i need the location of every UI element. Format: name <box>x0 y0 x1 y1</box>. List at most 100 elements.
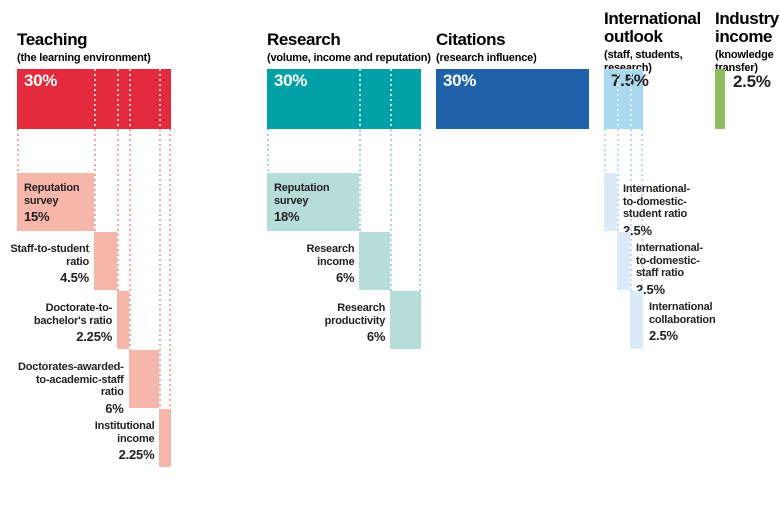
guide-line <box>604 129 606 173</box>
guide-line <box>94 129 96 232</box>
column-header: International outlook (staff, students, res… <box>604 10 710 74</box>
column-title-line: Citations <box>436 30 506 49</box>
column-subtitle-line: (knowledge <box>715 49 774 61</box>
column-title: Citations <box>436 31 636 49</box>
sub-block-label-line: Doctorate-to- <box>45 302 113 314</box>
sub-block-label-line: Institutional <box>94 420 155 432</box>
sub-block-label: Research income 6% <box>236 243 354 285</box>
sub-block <box>359 232 391 290</box>
sub-block-label-line: to-academic-staff <box>35 373 124 386</box>
column-subtitle-line: (research influence) <box>436 52 537 64</box>
weight-bar-label: 30% <box>24 71 58 90</box>
sub-block-label: International collaboration 2.5% <box>649 301 769 343</box>
sub-block-label: Institutional income 2.25% <box>36 420 155 462</box>
guide-line <box>617 129 619 232</box>
weight-bar <box>715 69 725 129</box>
weight-bar-label: 30% <box>274 71 308 90</box>
sub-block-value: 4.5% <box>60 270 89 285</box>
column-subtitle-line: transfer) <box>715 61 758 74</box>
column-title-line: outlook <box>604 27 663 46</box>
sub-block-label-line: income <box>317 255 355 268</box>
guide-line <box>17 129 19 173</box>
guide-line <box>267 129 269 173</box>
weight-bar <box>267 69 421 129</box>
column-header: Citations (research influence) <box>436 31 636 65</box>
sub-block-label-line: collaboration <box>649 313 716 326</box>
bar-divider <box>159 69 162 129</box>
sub-block-label-line: to-domestic- <box>623 195 687 208</box>
sub-block-label-line: ratio <box>66 255 89 268</box>
sub-block-label-line: International <box>649 301 713 313</box>
sub-block <box>267 173 360 231</box>
sub-block <box>630 291 643 349</box>
sub-block-label: International-to-domestic-staff ratio 2.5… <box>636 242 756 296</box>
sub-block-value: 6% <box>336 270 355 285</box>
sub-block-label: International-to-domestic-student ratio 2… <box>623 183 743 237</box>
sub-block-value: 2.5% <box>623 222 652 238</box>
sub-block-label-line: survey <box>274 194 309 207</box>
column-subtitle: (the learning environment) <box>17 52 247 65</box>
bar-divider <box>94 69 96 129</box>
guide-line <box>359 129 362 232</box>
guide-line <box>390 129 393 291</box>
column-subtitle-line: (staff, students, <box>604 49 683 61</box>
sub-block <box>117 291 129 349</box>
guide-line <box>117 129 120 291</box>
sub-block-value: 15% <box>24 209 50 224</box>
weight-bar-label: 2.5% <box>733 72 771 91</box>
weight-bar-label: 30% <box>443 71 477 90</box>
sub-block-value: 6% <box>366 329 386 344</box>
column-title-line: Industry <box>715 9 779 28</box>
guide-line <box>128 129 131 350</box>
sub-block-label-line: Staff-to-student <box>10 243 89 255</box>
sub-block-value: 18% <box>274 209 300 224</box>
column-title-line: Research <box>267 30 341 49</box>
sub-block <box>604 173 617 231</box>
sub-block-label-line: Reputation <box>274 182 330 194</box>
sub-block-label-line: Research <box>306 243 355 255</box>
bar-divider <box>128 69 131 129</box>
column-subtitle: (research influence) <box>436 52 636 65</box>
sub-block-label-line: survey <box>24 194 59 207</box>
column-header: Research (volume, income and reputation) <box>267 31 497 65</box>
sub-block <box>128 350 160 408</box>
sub-block-label-line: to-domestic- <box>636 254 700 267</box>
sub-block-label-line: student ratio <box>623 208 688 220</box>
sub-block <box>94 232 118 290</box>
column-title: Teaching <box>17 31 247 49</box>
sub-block-label-line: International- <box>636 242 703 254</box>
sub-block-label-line: productivity <box>324 314 386 327</box>
weight-bar-label: 7.5% <box>611 71 649 91</box>
sub-block-label-line: Doctorates-awarded- <box>18 361 124 373</box>
bar-divider <box>630 69 632 129</box>
sub-block <box>617 232 630 290</box>
guide-line <box>630 129 632 291</box>
sub-block-label-line: Research <box>337 302 386 314</box>
sub-block-label: Reputation survey 15% <box>24 182 91 224</box>
guide-line <box>169 129 171 409</box>
sub-block-label: Research productivity 6% <box>267 302 386 344</box>
column-header: Teaching (the learning environment) <box>17 31 247 65</box>
column-title: International outlook <box>604 10 710 46</box>
column-title-line: International <box>604 9 701 28</box>
weight-bar <box>436 69 589 129</box>
sub-block-label-line: income <box>117 432 155 445</box>
column-subtitle: (knowledge transfer) <box>715 49 780 74</box>
sub-block-value: 2.25% <box>76 329 113 344</box>
sub-block-label: Staff-to-student ratio 4.5% <box>0 243 89 285</box>
sub-block-label: Reputation survey 18% <box>274 182 356 224</box>
sub-block-label-line: ratio <box>100 386 124 398</box>
sub-block-value: 6% <box>105 400 124 416</box>
sub-block <box>17 173 94 231</box>
sub-block <box>390 291 421 349</box>
column-subtitle-line: (volume, income and reputation) <box>267 52 431 64</box>
sub-block-label: Doctorate-to-bachelor's ratio 2.25% <box>0 302 112 344</box>
guide-line <box>641 129 643 291</box>
weight-bar <box>604 69 643 129</box>
sub-block-label: Doctorates-awarded-to-academic-staff rati… <box>6 361 124 415</box>
column-title-line: Teaching <box>17 30 88 49</box>
bar-divider <box>390 69 393 129</box>
sub-block-value: 2.5% <box>649 328 678 343</box>
sub-block <box>159 409 171 467</box>
sub-block-value: 2.25% <box>118 447 155 462</box>
